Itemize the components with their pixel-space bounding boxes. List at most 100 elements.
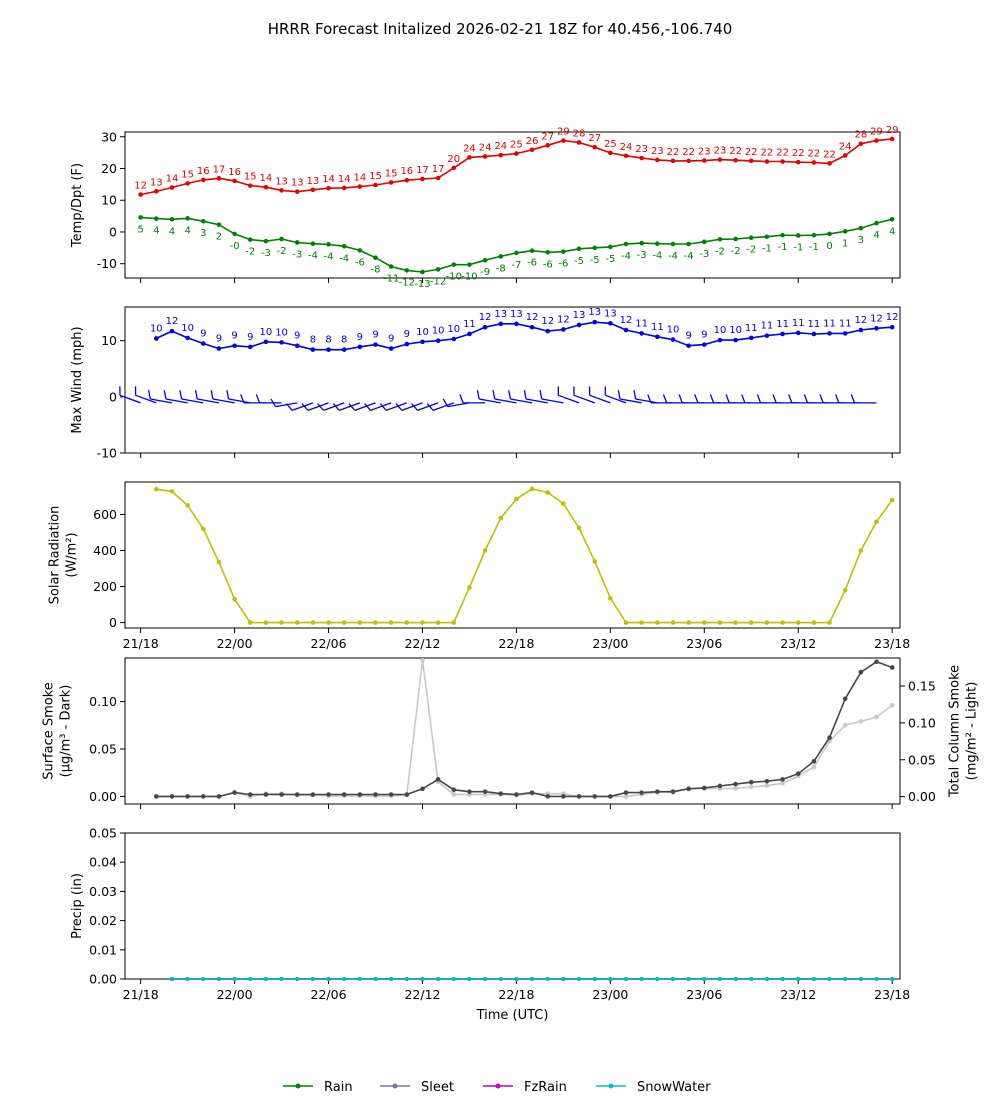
surface-smoke-point xyxy=(451,787,457,793)
wind-barb-flag xyxy=(379,403,387,411)
temperature-point xyxy=(310,187,316,193)
total-column-smoke-line xyxy=(156,660,893,798)
wind-barb-flag xyxy=(194,390,198,400)
temperature-data-label: 23 xyxy=(714,146,727,157)
dewpoint-point xyxy=(388,264,394,269)
dewpoint-point xyxy=(279,236,284,242)
precip-snowwater-point xyxy=(232,977,237,981)
precip-snowwater-point xyxy=(248,977,253,981)
temperature-data-label: 26 xyxy=(526,136,539,147)
dewpoint-data-label: -6 xyxy=(355,257,365,268)
max-wind-data-label: 11 xyxy=(635,318,648,329)
surface-smoke-point xyxy=(232,790,237,795)
temperature-data-label: 25 xyxy=(604,139,617,150)
dewpoint-point xyxy=(482,257,488,263)
precip-snowwater-point xyxy=(843,977,848,981)
wind-barb-flag xyxy=(411,403,418,411)
wind-barb-flag xyxy=(662,394,668,404)
temperature-point xyxy=(889,136,895,142)
dewpoint-point xyxy=(294,240,300,245)
dewpoint-data-label: -9 xyxy=(480,267,490,278)
surface-smoke-point xyxy=(294,792,300,797)
solar-ylabel: Solar Radiation (W/m²) xyxy=(48,506,80,605)
precip-snowwater-point xyxy=(342,977,347,981)
temperature-point xyxy=(748,158,754,164)
solar-panel-xtick-label: 22/12 xyxy=(404,636,440,651)
solar-radiation-point xyxy=(154,486,159,492)
temperature-point xyxy=(420,176,425,182)
surface-smoke-point xyxy=(623,790,629,795)
wind-barb-staff xyxy=(573,394,595,404)
precip-snowwater-point xyxy=(702,977,707,981)
solar-radiation-point xyxy=(733,620,738,625)
dewpoint-point xyxy=(795,233,801,238)
temperature-data-label: 22 xyxy=(808,148,821,159)
wind-barb xyxy=(604,386,627,404)
surface-smoke-point xyxy=(858,669,864,675)
temperature-point xyxy=(200,177,206,183)
precip-ylabel: Precip (in) xyxy=(70,873,85,939)
temperature-data-label: 22 xyxy=(729,146,742,157)
temperature-data-label: 13 xyxy=(291,178,304,189)
surface-smoke-point xyxy=(154,794,159,799)
max-wind-data-label: 10 xyxy=(275,327,288,338)
wind-barb-flag xyxy=(147,390,151,400)
temperature-point xyxy=(326,185,331,191)
solar-radiation-point xyxy=(263,620,269,625)
max-wind-point xyxy=(670,337,676,342)
x-axis-label: Time (UTC) xyxy=(476,1008,549,1023)
temperature-data-label: 20 xyxy=(447,154,460,165)
dewpoint-point xyxy=(185,216,190,221)
precip-snowwater-point xyxy=(858,977,863,981)
surface-smoke-point xyxy=(435,777,441,782)
wind-barb xyxy=(285,402,314,411)
max-wind-point xyxy=(294,343,300,349)
max-wind-data-label: 13 xyxy=(510,309,523,320)
wind-barb-staff xyxy=(135,394,157,404)
wind-barb xyxy=(194,390,220,404)
max-wind-data-label: 12 xyxy=(541,316,554,327)
wind-ylabel: Max Wind (mph) xyxy=(70,326,85,433)
dewpoint-data-label: -4 xyxy=(324,251,334,262)
surface-smoke-point xyxy=(717,783,723,789)
wind-barb xyxy=(678,394,705,404)
precip-snowwater-point xyxy=(686,977,691,981)
dewpoint-data-label: -8 xyxy=(371,265,381,276)
temperature-point xyxy=(576,140,582,145)
max-wind-data-label: 11 xyxy=(761,321,774,332)
max-wind-point xyxy=(310,347,316,352)
legend-marker-rain xyxy=(295,1083,301,1089)
wind-barb-staff xyxy=(197,398,220,404)
max-wind-point xyxy=(529,324,535,330)
surface-smoke-point xyxy=(216,794,222,799)
dewpoint-point xyxy=(874,220,879,226)
dewpoint-point xyxy=(514,250,519,256)
wind-barb-flag xyxy=(226,390,230,400)
wind-barb-flag xyxy=(709,394,715,404)
wind-barb-staff xyxy=(275,402,298,408)
solar-radiation-point xyxy=(310,620,316,625)
total-column-smoke-point xyxy=(889,702,895,708)
temp-panel-ytick-label: 20 xyxy=(101,161,117,176)
precip-snowwater-point xyxy=(201,977,206,981)
wind-barb xyxy=(301,402,329,411)
solar-radiation-point xyxy=(670,620,676,625)
total-column-smoke-point xyxy=(623,794,629,799)
precip-snowwater-point xyxy=(577,977,582,981)
solar-radiation-point xyxy=(326,620,331,625)
temperature-point xyxy=(858,141,864,147)
temperature-point xyxy=(795,159,801,165)
temperature-point xyxy=(733,157,738,163)
precip-snowwater-point xyxy=(373,977,378,981)
wind-barb-flag xyxy=(332,403,340,411)
wind-barb xyxy=(317,402,345,411)
dewpoint-point xyxy=(341,243,347,249)
max-wind-data-label: 12 xyxy=(479,312,492,323)
surface-smoke-point xyxy=(561,794,566,799)
solar-radiation-point xyxy=(420,620,425,625)
surface-smoke-point xyxy=(341,792,347,797)
solar-panel-ytick-label: 0 xyxy=(109,615,117,630)
solar-panel-xtick-label: 23/00 xyxy=(592,636,628,651)
dewpoint-point xyxy=(216,222,222,227)
wind-barb xyxy=(850,394,877,404)
